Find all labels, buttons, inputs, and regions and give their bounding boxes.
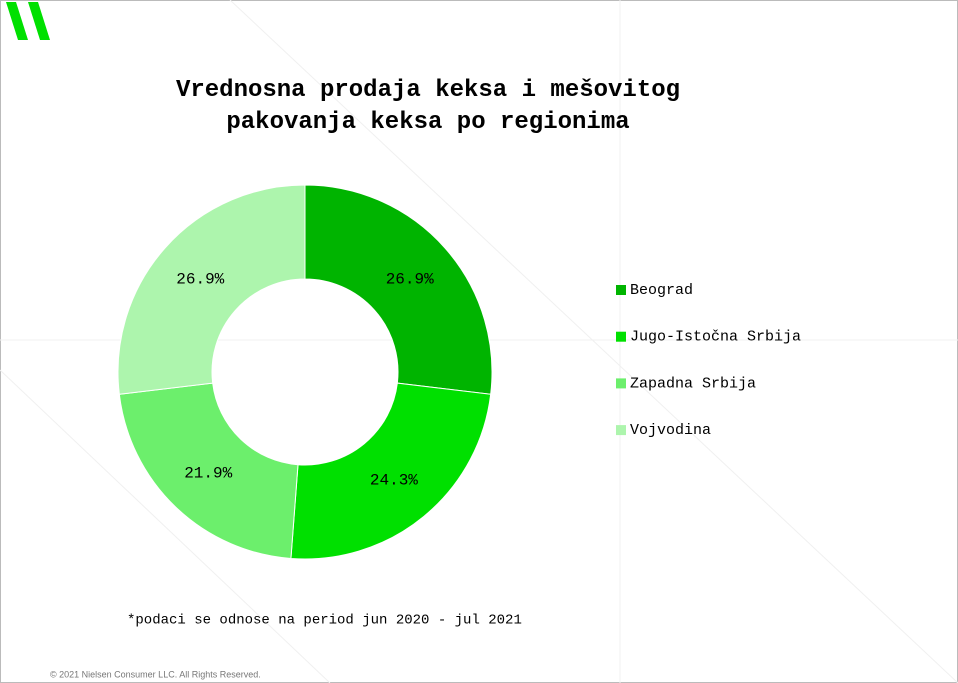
legend-label: Vojvodina (630, 422, 711, 439)
chart-title: Vrednosna prodaja keksa i mešovitog pakov… (176, 77, 680, 136)
legend-label: Beograd (630, 282, 693, 299)
donut-segment (304, 184, 493, 395)
legend-swatch (616, 331, 626, 342)
donut-segment (290, 382, 492, 560)
logo (6, 2, 50, 40)
data-label: 21.9% (184, 464, 232, 482)
donut-segment (118, 382, 299, 560)
donut-segment (117, 184, 306, 395)
copyright: © 2021 Nielsen Consumer LLC. All Rights … (50, 669, 261, 679)
data-label: 26.9% (176, 270, 224, 288)
data-label: 24.3% (370, 471, 418, 489)
legend-swatch (616, 285, 626, 295)
footnote: *podaci se odnose na period jun 2020 - j… (127, 613, 522, 629)
data-label: 26.9% (386, 270, 434, 288)
legend-swatch (616, 378, 626, 389)
legend-label: Zapadna Srbija (630, 375, 756, 392)
legend-swatch (616, 425, 626, 436)
legend-label: Jugo-Istočna Srbija (630, 329, 801, 346)
